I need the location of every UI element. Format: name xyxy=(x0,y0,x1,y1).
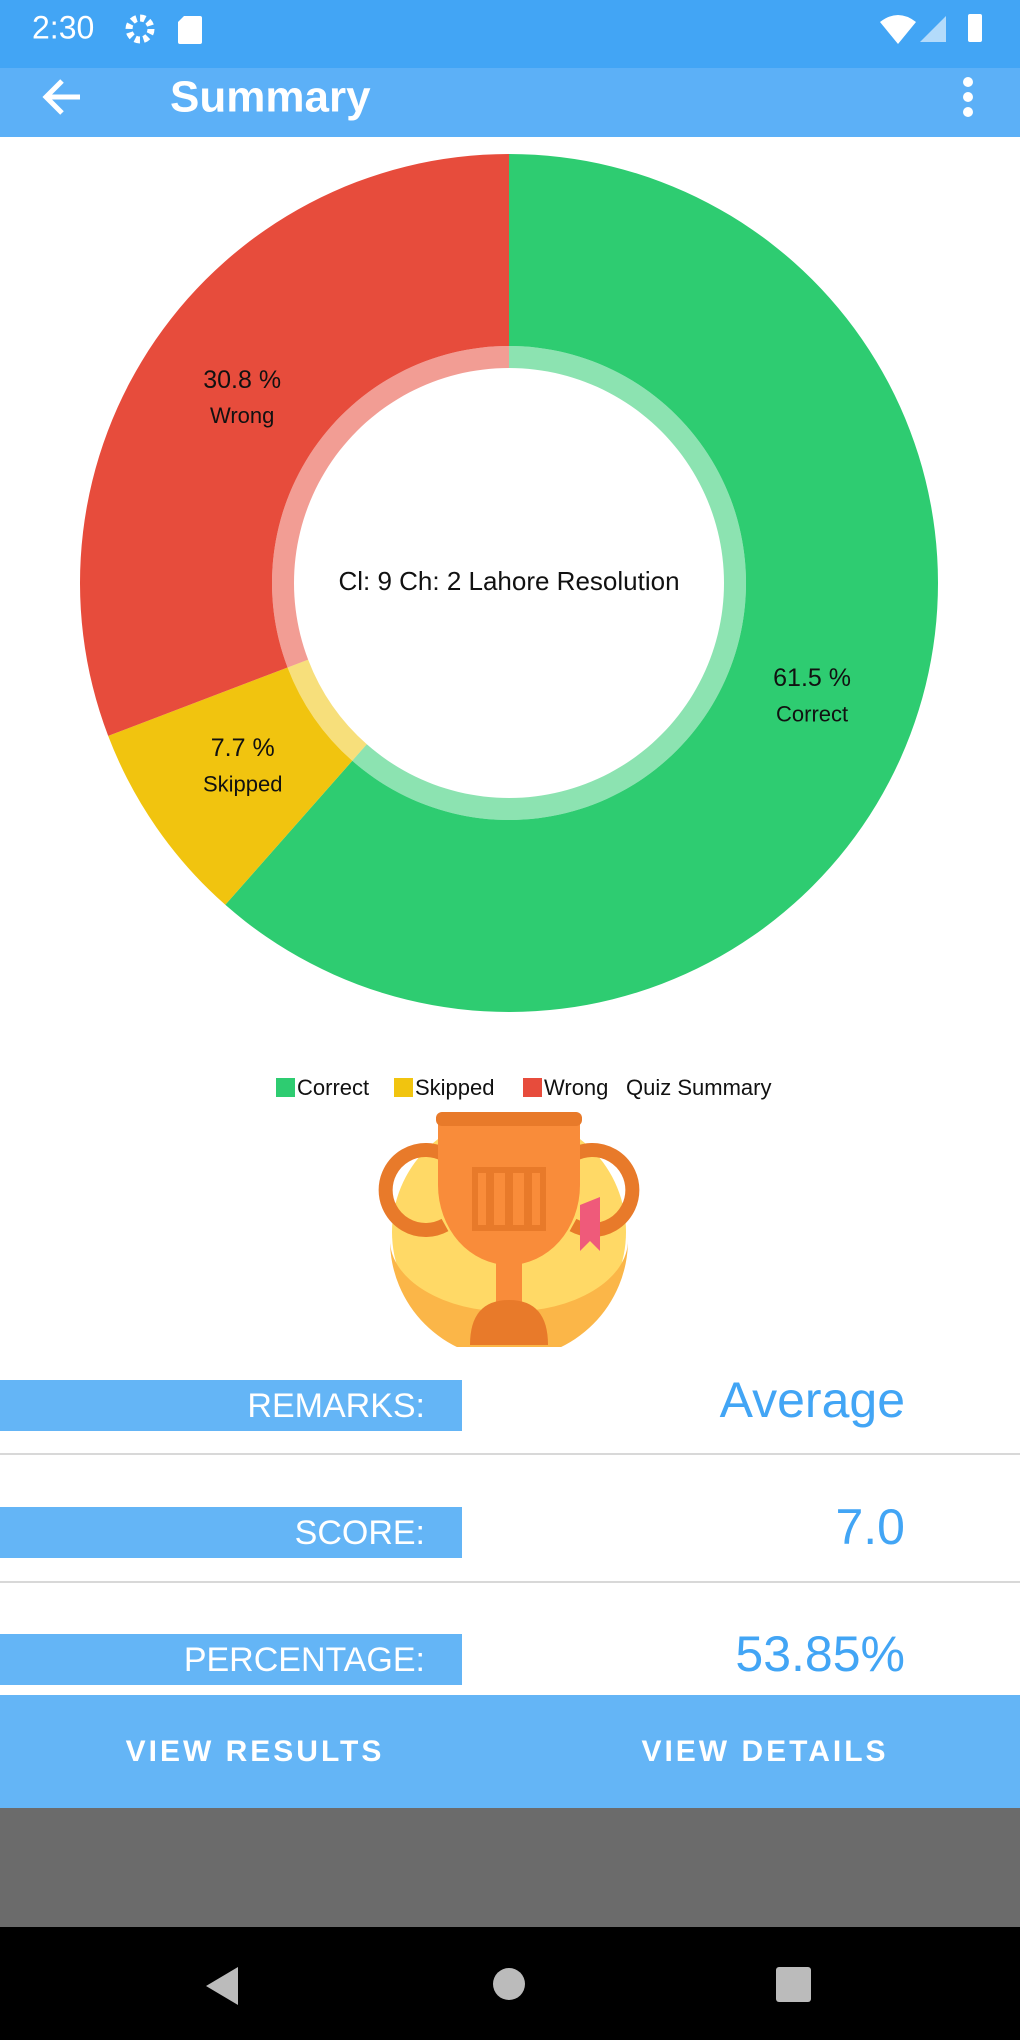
row-label-bg xyxy=(0,1507,462,1558)
legend-swatch xyxy=(523,1078,542,1097)
slice-value-label: 61.5 % xyxy=(773,664,851,692)
slice-value-label: 7.7 % xyxy=(211,734,275,762)
row-label-bg xyxy=(0,1634,462,1685)
action-button[interactable]: VIEW RESULTS xyxy=(126,1735,385,1768)
slice-inner-band xyxy=(287,659,367,761)
pie-slice xyxy=(225,154,938,1013)
donut-chart: 61.5 % Correct 7.7 % Skipped 30.8 % Wrong xyxy=(79,154,938,1013)
app-bar xyxy=(0,68,1020,137)
slice-category-label: Skipped xyxy=(203,771,283,796)
pie-slice xyxy=(79,154,509,736)
overflow-menu[interactable] xyxy=(963,77,973,117)
signal-icon xyxy=(920,16,946,42)
nav-recents[interactable] xyxy=(776,1967,811,2002)
chart-description: Quiz Summary xyxy=(626,1075,771,1100)
row-value: 7.0 xyxy=(835,1499,905,1555)
empty-area xyxy=(0,1808,1020,1927)
battery-icon xyxy=(968,14,982,42)
buttons: VIEW RESULTS VIEW DETAILS xyxy=(126,1735,888,1768)
legend-label: Skipped xyxy=(415,1075,495,1100)
status-time: 2:30 xyxy=(32,9,94,45)
slice-inner-band xyxy=(271,346,509,668)
row-label: REMARKS: xyxy=(247,1387,425,1425)
back-button[interactable] xyxy=(42,79,80,115)
app-title: Summary xyxy=(170,73,371,122)
legend-label: Wrong xyxy=(544,1075,608,1100)
pie-slice xyxy=(108,667,353,905)
nav-home[interactable] xyxy=(493,1968,525,2000)
slice-category-label: Correct xyxy=(776,701,848,726)
slice-value-label: 30.8 % xyxy=(203,366,281,394)
row-label-bg xyxy=(0,1380,462,1431)
legend-swatch xyxy=(394,1078,413,1097)
row-value: 53.85% xyxy=(735,1626,905,1682)
legend-swatch xyxy=(276,1078,295,1097)
button-bar xyxy=(0,1695,1020,1808)
slice-category-label: Wrong xyxy=(210,403,274,428)
row-label: SCORE: xyxy=(295,1514,425,1552)
legend-label: Correct xyxy=(297,1075,369,1100)
nav-back[interactable] xyxy=(206,1967,238,2005)
trophy-icon xyxy=(378,1112,640,1359)
settings-icon xyxy=(125,14,155,44)
row-value: Average xyxy=(720,1372,905,1428)
chart-center-text: Cl: 9 Ch: 2 Lahore Resolution xyxy=(338,566,679,596)
summary-rows: REMARKS: Average SCORE: 7.0 PERCENTAGE: 53.85… xyxy=(0,1347,1020,1697)
row-label: PERCENTAGE: xyxy=(184,1641,425,1679)
wifi-icon xyxy=(880,15,916,44)
action-button[interactable]: VIEW DETAILS xyxy=(641,1735,888,1768)
slice-inner-band xyxy=(352,346,746,820)
sd-card-icon xyxy=(178,16,202,44)
status-bar xyxy=(0,0,1020,68)
